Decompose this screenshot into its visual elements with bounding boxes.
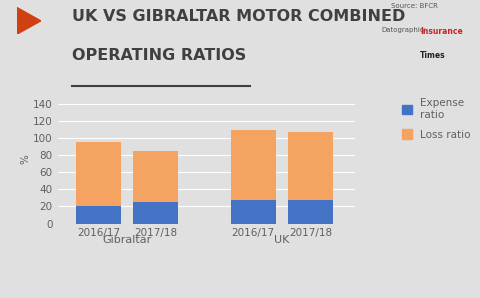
Text: Gibraltar: Gibraltar: [102, 235, 152, 245]
Bar: [288, 200, 333, 224]
Text: UK: UK: [274, 235, 289, 245]
Legend: Expense
ratio, Loss ratio: Expense ratio, Loss ratio: [397, 94, 475, 144]
Y-axis label: %: %: [20, 154, 30, 164]
Text: Times: Times: [420, 51, 445, 60]
Text: UK VS GIBRALTAR MOTOR COMBINED: UK VS GIBRALTAR MOTOR COMBINED: [72, 9, 406, 24]
Bar: [133, 202, 178, 224]
Text: Insurance: Insurance: [420, 27, 463, 36]
Bar: [288, 132, 333, 200]
Text: Datographic:: Datographic:: [382, 27, 427, 33]
Bar: [76, 206, 121, 224]
Bar: [231, 201, 276, 224]
Text: Source: BFCR: Source: BFCR: [391, 3, 438, 9]
Bar: [231, 130, 276, 201]
Text: OPERATING RATIOS: OPERATING RATIOS: [72, 48, 246, 63]
Bar: [133, 151, 178, 202]
Bar: [76, 142, 121, 206]
Polygon shape: [17, 7, 41, 34]
